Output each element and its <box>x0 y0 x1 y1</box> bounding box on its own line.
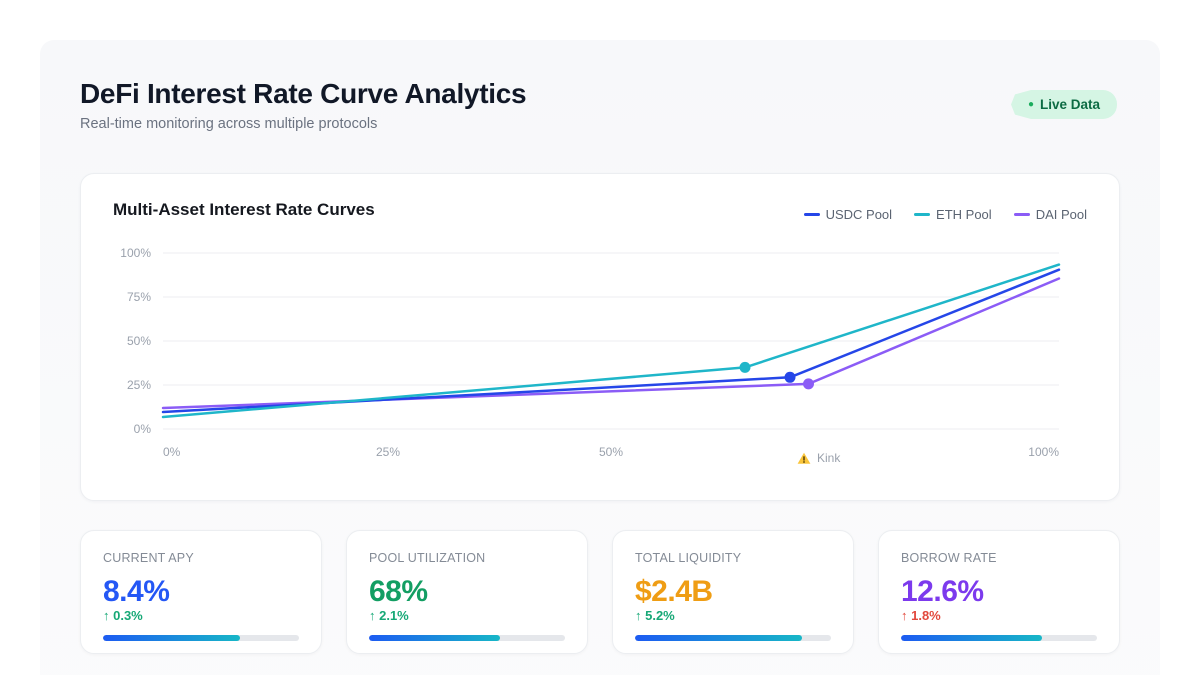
svg-text:0%: 0% <box>163 445 181 459</box>
svg-text:100%: 100% <box>1028 445 1059 459</box>
svg-text:50%: 50% <box>599 445 623 459</box>
svg-text:50%: 50% <box>127 334 151 348</box>
svg-text:25%: 25% <box>376 445 400 459</box>
svg-text:0%: 0% <box>134 422 152 436</box>
svg-text:25%: 25% <box>127 378 151 392</box>
svg-text:100%: 100% <box>120 246 151 260</box>
svg-text:75%: 75% <box>127 290 151 304</box>
